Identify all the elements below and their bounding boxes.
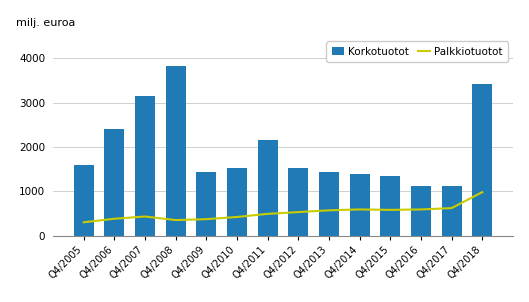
Palkkiotuotot — [111, 217, 117, 220]
Bar — [135, 96, 155, 236]
Palkkiotuotot — [295, 210, 302, 214]
Palkkiotuotot — [264, 212, 271, 216]
Palkkiotuotot — [479, 190, 486, 194]
Bar — [472, 84, 492, 236]
Palkkiotuotot — [203, 217, 209, 221]
Bar — [74, 165, 94, 236]
Bar — [196, 172, 216, 236]
Palkkiotuotot — [449, 206, 455, 210]
Bar — [288, 168, 308, 236]
Bar — [319, 172, 339, 236]
Legend: Korkotuotot, Palkkiotuotot: Korkotuotot, Palkkiotuotot — [326, 41, 508, 62]
Line: Palkkiotuotot: Palkkiotuotot — [84, 192, 482, 222]
Bar — [380, 176, 400, 236]
Palkkiotuotot — [142, 215, 148, 218]
Bar — [227, 168, 247, 236]
Palkkiotuotot — [234, 215, 240, 219]
Bar — [104, 129, 124, 236]
Palkkiotuotot — [418, 207, 424, 211]
Bar — [350, 174, 370, 236]
Palkkiotuotot — [172, 218, 179, 222]
Text: milj. euroa: milj. euroa — [16, 18, 76, 28]
Palkkiotuotot — [326, 208, 332, 212]
Palkkiotuotot — [80, 220, 87, 224]
Palkkiotuotot — [357, 207, 363, 211]
Bar — [166, 66, 186, 236]
Bar — [411, 186, 431, 236]
Bar — [258, 140, 278, 236]
Bar — [442, 186, 462, 236]
Palkkiotuotot — [387, 208, 394, 212]
